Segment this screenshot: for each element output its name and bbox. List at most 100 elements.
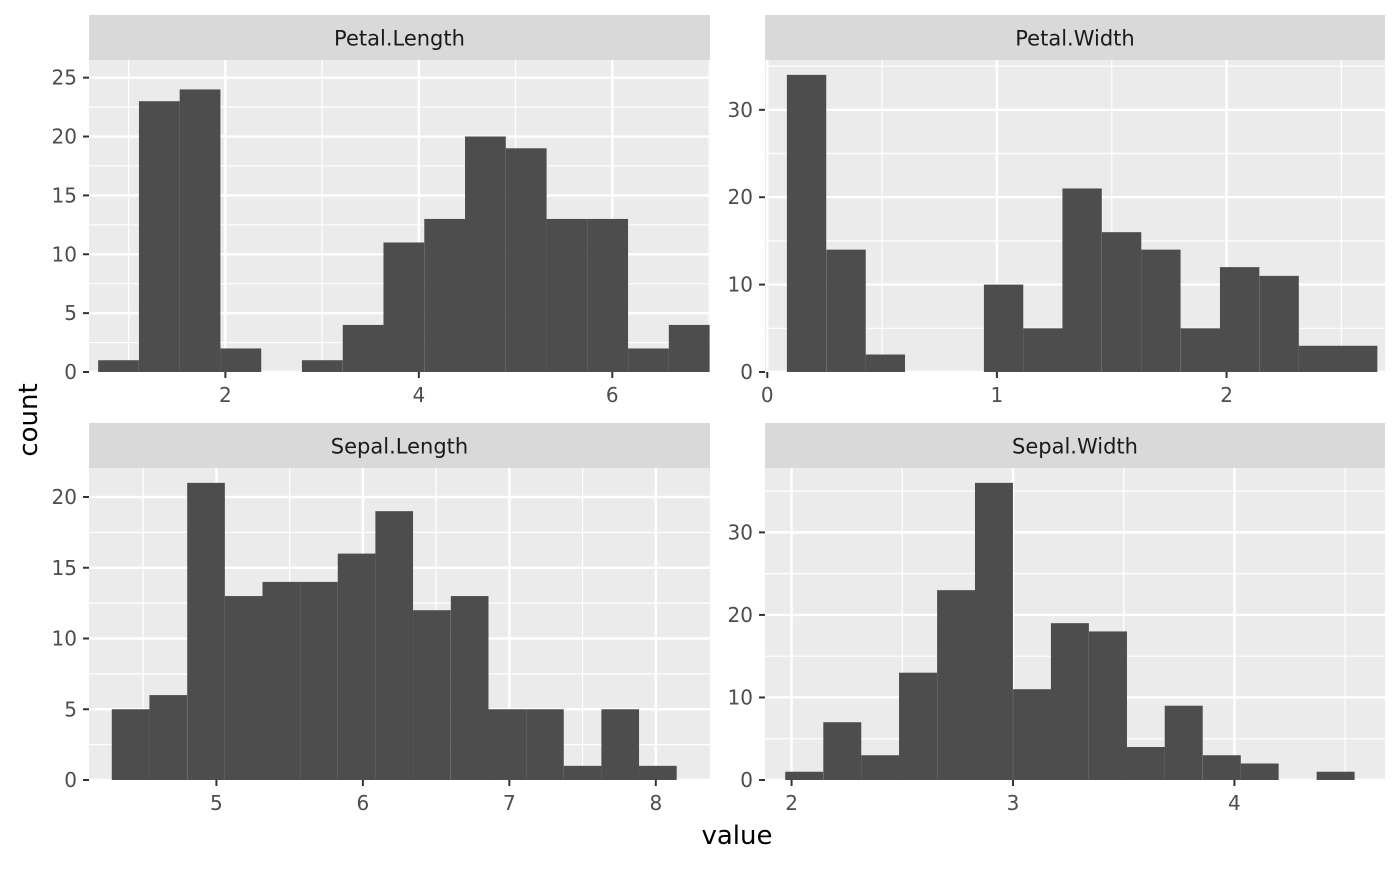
y-tick-label: 15	[52, 183, 77, 207]
histogram-bar	[526, 709, 564, 780]
histogram-bar	[974, 482, 1013, 780]
y-axis-title: count	[14, 383, 44, 456]
y-tick-label: 10	[728, 685, 753, 709]
histogram-bar	[413, 610, 451, 780]
histogram-bar	[138, 101, 180, 372]
histogram-bar	[465, 136, 506, 372]
histogram-bar	[1298, 345, 1339, 372]
x-tick-label: 2	[219, 383, 232, 407]
x-tick-label: 8	[649, 791, 662, 815]
histogram-bar	[826, 249, 866, 372]
y-tick-label: 30	[728, 520, 753, 544]
y-tick-label: 15	[52, 556, 77, 580]
y-tick-label: 20	[52, 125, 77, 149]
histogram-bar	[301, 360, 343, 372]
x-tick-label: 5	[210, 791, 223, 815]
histogram-bar	[861, 755, 900, 780]
histogram-bar	[587, 218, 629, 372]
histogram-bar	[337, 553, 376, 780]
histogram-bar	[546, 218, 588, 372]
histogram-bar	[1101, 232, 1142, 372]
y-tick-label: 0	[64, 360, 77, 384]
histogram-bar	[1316, 771, 1355, 780]
y-tick-label: 0	[740, 360, 753, 384]
histogram-bar	[342, 324, 384, 372]
histogram-bar	[98, 360, 139, 372]
x-tick-label: 6	[606, 383, 619, 407]
facet-sepal-width: Sepal.Width 0 10 20 30 2 3 4	[728, 423, 1385, 815]
histogram-bar	[505, 148, 547, 372]
histogram-bar	[1240, 763, 1279, 780]
facet-strip-label: Petal.Width	[1015, 27, 1134, 51]
histogram-bar	[224, 596, 263, 780]
facet-strip	[89, 423, 710, 468]
histogram-bar	[786, 74, 827, 372]
x-tick-label: 4	[412, 383, 425, 407]
histogram-bar	[1013, 689, 1052, 780]
histogram-bar	[300, 581, 338, 780]
histogram-bar	[1050, 623, 1089, 780]
facet-sepal-length: Sepal.Length 0 5 10 15 20 5 6 7 8	[52, 423, 710, 815]
histogram-bar	[1219, 267, 1260, 372]
y-tick-label: 10	[728, 273, 753, 297]
x-tick-label: 2	[1220, 383, 1233, 407]
histogram-bar	[111, 709, 150, 780]
y-tick-label: 20	[728, 185, 753, 209]
y-tick-label: 10	[52, 627, 77, 651]
histogram-bar	[220, 348, 262, 372]
histogram-bar	[1089, 631, 1127, 780]
histogram-bar	[1023, 328, 1063, 372]
histogram-bar	[823, 722, 862, 780]
histogram-bar	[424, 218, 466, 372]
histogram-bar	[149, 695, 188, 780]
histogram-bar	[601, 709, 640, 780]
histogram-bar	[1164, 705, 1203, 780]
histogram-bar	[899, 672, 937, 780]
histogram-bar	[937, 590, 976, 780]
x-tick-label: 0	[761, 383, 774, 407]
x-tick-label: 1	[991, 383, 1004, 407]
x-tick-label: 6	[357, 791, 370, 815]
x-tick-label: 2	[785, 791, 798, 815]
histogram-bar	[639, 765, 677, 780]
histogram-bar	[179, 89, 221, 372]
facet-strip	[765, 15, 1385, 60]
histogram-bar	[865, 354, 906, 372]
histogram-bar	[375, 511, 414, 780]
facet-petal-width: Petal.Width 0 10 20 30 0 1 2	[728, 15, 1385, 407]
histogram-bar	[1259, 275, 1299, 372]
histogram-bar	[1337, 345, 1378, 372]
histogram-bar	[563, 765, 602, 780]
histogram-bar	[668, 324, 710, 372]
histogram-bar	[1202, 755, 1241, 780]
facet-strip-label: Petal.Length	[334, 27, 465, 51]
histogram-bar	[1141, 249, 1181, 372]
x-tick-label: 7	[503, 791, 516, 815]
y-tick-label: 0	[64, 768, 77, 792]
y-tick-label: 10	[52, 242, 77, 266]
y-tick-label: 25	[52, 66, 77, 90]
x-tick-label: 4	[1228, 791, 1241, 815]
histogram-bar	[488, 709, 527, 780]
histogram-bar	[785, 771, 824, 780]
histogram-bar	[983, 284, 1024, 372]
y-tick-label: 30	[728, 98, 753, 122]
facet-strip	[765, 423, 1385, 468]
histogram-bar	[262, 581, 301, 780]
x-tick-label: 3	[1007, 791, 1020, 815]
histogram-bar	[1062, 188, 1102, 372]
facet-strip-label: Sepal.Length	[331, 435, 468, 459]
y-tick-label: 20	[52, 485, 77, 509]
y-tick-label: 5	[64, 697, 77, 721]
histogram-bar	[1180, 328, 1221, 372]
facet-petal-length: Petal.Length 0 5 10 15 20 25 2 4 6	[52, 15, 710, 407]
histogram-bar	[383, 242, 425, 372]
x-axis-title: value	[701, 821, 772, 851]
histogram-bar	[1126, 746, 1165, 780]
histogram-bar	[450, 596, 489, 780]
histogram-bar	[187, 482, 225, 780]
y-tick-label: 5	[64, 301, 77, 325]
facet-strip	[89, 15, 710, 60]
